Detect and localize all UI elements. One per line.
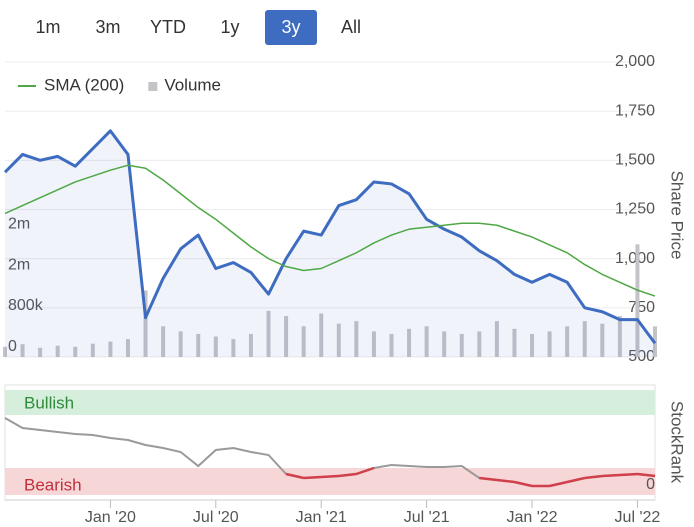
range-button-label: 1m xyxy=(35,17,60,37)
volume-bar xyxy=(213,336,218,357)
volume-bar xyxy=(161,326,166,357)
stockrank-bearish-segment xyxy=(338,472,357,478)
y-axis-title: Share Price xyxy=(668,171,687,260)
range-button-label: 3y xyxy=(281,17,300,37)
volume-bar xyxy=(248,333,253,357)
stockrank-bearish-segment xyxy=(479,476,498,482)
volume-bar xyxy=(143,290,148,357)
range-button-bg xyxy=(265,10,317,45)
volume-bar xyxy=(494,321,499,357)
volume-bar xyxy=(38,347,43,357)
range-button[interactable]: 3m xyxy=(95,17,120,37)
y-tick-label: 2,000 xyxy=(615,53,655,70)
x-tick-label: Jul '21 xyxy=(404,509,450,526)
volume-bar xyxy=(442,331,447,357)
volume-bar xyxy=(336,323,341,357)
y2-tick-label: 800k xyxy=(8,297,44,314)
y-tick-label: 500 xyxy=(628,348,655,365)
stockrank-bearish-segment xyxy=(303,475,322,480)
stockrank-bearish-segment xyxy=(355,466,375,476)
volume-bar xyxy=(266,310,271,357)
range-button[interactable]: 1m xyxy=(35,17,60,37)
volume-bar xyxy=(582,321,587,357)
stockrank-bearish-segment xyxy=(637,472,656,478)
volume-bar xyxy=(512,328,517,357)
volume-bar xyxy=(73,346,78,357)
price-line xyxy=(3,129,657,345)
volume-bar xyxy=(424,326,429,357)
stockrank-bearish-segment xyxy=(549,480,568,488)
volume-bar xyxy=(284,316,289,357)
volume-bar xyxy=(389,333,394,357)
volume-bar xyxy=(3,346,7,357)
volume-bar xyxy=(125,339,130,357)
range-button-label: 1y xyxy=(220,17,239,37)
y-tick-label: 750 xyxy=(628,299,655,316)
bullish-band xyxy=(5,390,655,415)
volume-bar xyxy=(617,316,622,357)
volume-bar xyxy=(530,333,535,357)
volume-bar xyxy=(231,339,236,357)
volume-bar xyxy=(547,331,552,357)
volume-bar xyxy=(407,328,412,357)
y-tick-label: 1,500 xyxy=(615,152,655,169)
bullish-label: Bullish xyxy=(24,393,74,412)
rank-axis-title: StockRank xyxy=(668,401,687,484)
volume-bar xyxy=(178,331,183,357)
x-tick-label: Jan '22 xyxy=(506,509,557,526)
legend-label: Volume xyxy=(164,75,221,94)
volume-bar xyxy=(319,313,324,357)
bearish-label: Bearish xyxy=(24,475,82,494)
stockrank-bearish-segment xyxy=(321,474,339,479)
x-tick-label: Jan '21 xyxy=(296,509,347,526)
stockrank-bearish-segment xyxy=(514,480,533,488)
volume-bar xyxy=(20,344,25,357)
stockrank-bearish-segment xyxy=(285,472,304,480)
legend-swatch xyxy=(148,82,158,91)
y-tick-label: 1,250 xyxy=(615,201,655,218)
y-tick-label: 1,000 xyxy=(615,250,655,267)
stockrank-bearish-segment xyxy=(602,473,620,478)
stockrank-bearish-segment xyxy=(496,478,515,484)
legend-label: SMA (200) xyxy=(44,75,124,94)
range-button[interactable]: YTD xyxy=(150,17,186,37)
x-tick-label: Jan '20 xyxy=(85,509,136,526)
volume-bar xyxy=(459,333,464,357)
volume-bar xyxy=(90,343,95,357)
volume-bar xyxy=(565,326,570,357)
volume-bar xyxy=(354,321,359,357)
volume-bar xyxy=(108,341,113,357)
range-button-label: All xyxy=(341,17,361,37)
range-button[interactable]: All xyxy=(341,17,361,37)
x-tick-label: Jul '20 xyxy=(193,509,239,526)
y2-tick-label: 2m xyxy=(8,215,30,232)
rank-tick-label: 0 xyxy=(646,476,655,493)
y2-tick-label: 2m xyxy=(8,256,30,273)
volume-bar xyxy=(196,333,201,357)
stockrank-bearish-segment xyxy=(584,474,603,480)
range-button-label: YTD xyxy=(150,17,186,37)
range-button[interactable]: 3y xyxy=(265,10,317,45)
range-button-label: 3m xyxy=(95,17,120,37)
range-button[interactable]: 1y xyxy=(220,17,239,37)
stockrank-bearish-segment xyxy=(566,476,586,484)
volume-bar xyxy=(55,345,60,357)
y-tick-label: 1,750 xyxy=(615,102,655,119)
volume-bar xyxy=(600,323,605,357)
volume-bar xyxy=(301,326,306,357)
sma-line xyxy=(4,164,656,297)
volume-bar xyxy=(477,331,482,357)
bearish-band xyxy=(5,468,655,495)
price-area xyxy=(5,130,655,357)
y2-tick-label: 0 xyxy=(8,338,17,355)
stockrank-bearish-segment xyxy=(619,472,638,477)
volume-bar xyxy=(371,331,376,357)
volume-bar xyxy=(635,244,640,357)
x-tick-label: Jul '22 xyxy=(615,509,661,526)
